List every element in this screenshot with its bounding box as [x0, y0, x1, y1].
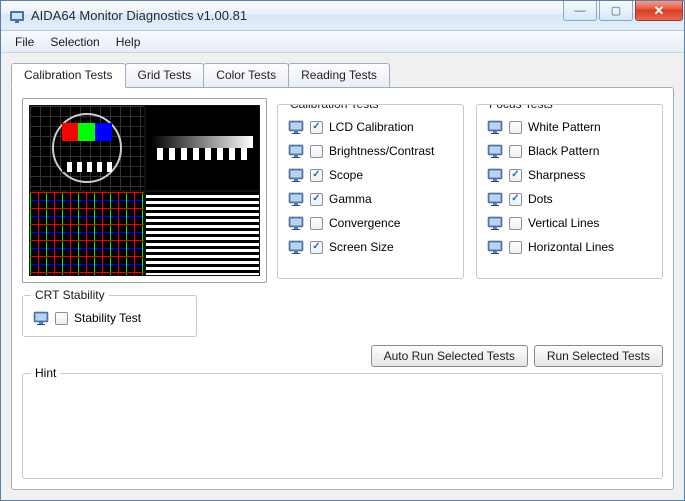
preview-tile-lines — [145, 191, 261, 277]
checkbox[interactable] — [310, 121, 323, 134]
checkbox[interactable] — [310, 217, 323, 230]
tab-strip: Calibration Tests Grid Tests Color Tests… — [11, 63, 674, 87]
group-focus-legend: Focus Tests — [485, 104, 557, 111]
tab-color[interactable]: Color Tests — [203, 63, 289, 87]
window-title: AIDA64 Monitor Diagnostics v1.00.81 — [31, 8, 562, 23]
checkbox[interactable] — [509, 193, 522, 206]
monitor-icon — [487, 119, 503, 135]
group-focus-tests: Focus Tests White Pattern Black Pattern Sh… — [476, 104, 663, 279]
auto-run-button[interactable]: Auto Run Selected Tests — [371, 345, 528, 367]
checkbox-label: Black Pattern — [528, 144, 599, 158]
group-calibration-legend: Calibration Tests — [286, 104, 383, 111]
group-crt-stability: CRT Stability Stability Test — [22, 295, 197, 337]
menubar: File Selection Help — [1, 31, 684, 53]
menu-help[interactable]: Help — [108, 33, 149, 51]
group-crt-legend: CRT Stability — [31, 288, 109, 302]
checkbox-label: LCD Calibration — [329, 120, 414, 134]
check-row: Stability Test — [33, 306, 186, 330]
checkbox[interactable] — [509, 217, 522, 230]
client-area: Calibration Tests Grid Tests Color Tests… — [1, 53, 684, 500]
check-row: Vertical Lines — [487, 211, 652, 235]
check-row: Brightness/Contrast — [288, 139, 453, 163]
check-row: Gamma — [288, 187, 453, 211]
checkbox-label: Screen Size — [329, 240, 394, 254]
menu-file[interactable]: File — [7, 33, 42, 51]
check-row: Screen Size — [288, 235, 453, 259]
window-buttons: — ▢ ✕ — [562, 1, 684, 30]
checkbox-label: White Pattern — [528, 120, 601, 134]
checkbox[interactable] — [310, 145, 323, 158]
checkbox-label: Brightness/Contrast — [329, 144, 434, 158]
window: AIDA64 Monitor Diagnostics v1.00.81 — ▢ … — [0, 0, 685, 501]
close-button[interactable]: ✕ — [635, 1, 683, 21]
checkbox[interactable] — [509, 145, 522, 158]
group-hint: Hint — [22, 373, 663, 479]
checkbox[interactable] — [310, 169, 323, 182]
group-hint-legend: Hint — [31, 366, 60, 380]
maximize-button[interactable]: ▢ — [599, 1, 633, 21]
monitor-icon — [288, 143, 304, 159]
checkbox[interactable] — [310, 241, 323, 254]
check-row: Dots — [487, 187, 652, 211]
preview-tile-lcd — [29, 105, 145, 191]
check-row: White Pattern — [487, 115, 652, 139]
checkbox[interactable] — [55, 312, 68, 325]
preview-tile-convergence — [29, 191, 145, 277]
monitor-icon — [33, 310, 49, 326]
check-row: Convergence — [288, 211, 453, 235]
monitor-icon — [487, 191, 503, 207]
checkbox-label: Convergence — [329, 216, 400, 230]
monitor-icon — [487, 215, 503, 231]
run-button[interactable]: Run Selected Tests — [534, 345, 663, 367]
monitor-icon — [288, 167, 304, 183]
checkbox[interactable] — [509, 241, 522, 254]
monitor-icon — [487, 167, 503, 183]
checkbox-label: Stability Test — [74, 311, 141, 325]
checkbox-label: Gamma — [329, 192, 372, 206]
checkbox[interactable] — [509, 121, 522, 134]
checkbox-label: Vertical Lines — [528, 216, 599, 230]
app-icon — [9, 8, 25, 24]
tab-grid[interactable]: Grid Tests — [125, 63, 205, 87]
check-row: Sharpness — [487, 163, 652, 187]
button-row: Auto Run Selected Tests Run Selected Tes… — [22, 337, 663, 373]
check-row: Horizontal Lines — [487, 235, 652, 259]
monitor-icon — [288, 239, 304, 255]
check-row: Black Pattern — [487, 139, 652, 163]
preview-tile-gradient — [145, 105, 261, 191]
tab-calibration[interactable]: Calibration Tests — [11, 63, 126, 88]
monitor-icon — [487, 239, 503, 255]
tab-page-calibration: Calibration Tests LCD Calibration Brightn… — [11, 87, 674, 490]
menu-selection[interactable]: Selection — [42, 33, 107, 51]
monitor-icon — [288, 119, 304, 135]
check-row: LCD Calibration — [288, 115, 453, 139]
monitor-icon — [288, 191, 304, 207]
check-row: Scope — [288, 163, 453, 187]
checkbox-label: Horizontal Lines — [528, 240, 614, 254]
checkbox-label: Sharpness — [528, 168, 585, 182]
tab-reading[interactable]: Reading Tests — [288, 63, 390, 87]
titlebar: AIDA64 Monitor Diagnostics v1.00.81 — ▢ … — [1, 1, 684, 31]
checkbox[interactable] — [310, 193, 323, 206]
checkbox-label: Scope — [329, 168, 363, 182]
monitor-icon — [487, 143, 503, 159]
preview-frame — [22, 98, 267, 283]
checkbox[interactable] — [509, 169, 522, 182]
group-calibration-tests: Calibration Tests LCD Calibration Brightn… — [277, 104, 464, 279]
minimize-button[interactable]: — — [563, 1, 597, 21]
monitor-icon — [288, 215, 304, 231]
checkbox-label: Dots — [528, 192, 553, 206]
